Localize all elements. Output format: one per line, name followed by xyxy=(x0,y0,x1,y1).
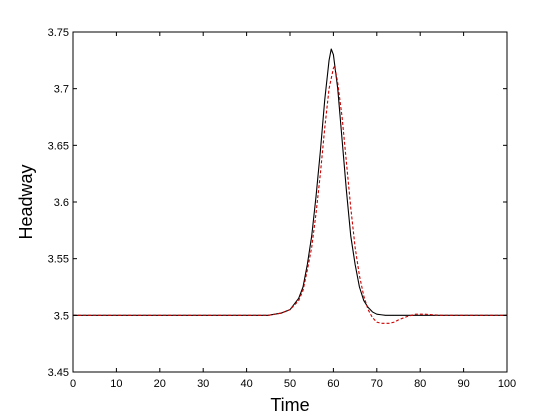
x-tick-label: 10 xyxy=(110,378,122,390)
x-tick-label: 100 xyxy=(498,378,516,390)
y-tick-label: 3.5 xyxy=(54,310,69,322)
y-tick-label: 3.65 xyxy=(48,140,69,152)
plot-area xyxy=(72,31,508,373)
x-tick-label: 60 xyxy=(327,378,339,390)
x-tick-label: 90 xyxy=(457,378,469,390)
ticks-layer: 0 10 20 30 40 50 60 70 80 90 100 3.45 3.5 3.55 3.6 3.65… xyxy=(48,27,517,390)
y-tick-label: 3.75 xyxy=(48,27,69,39)
x-tick-label: 30 xyxy=(197,378,209,390)
y-tick-label: 3.6 xyxy=(54,197,69,209)
series-layer xyxy=(73,48,507,324)
y-tick-label: 3.7 xyxy=(54,84,69,96)
x-axis-label: Time xyxy=(270,395,309,415)
x-tick-label: 50 xyxy=(284,378,296,390)
x-tick-label: 0 xyxy=(70,378,76,390)
x-tick-label: 80 xyxy=(414,378,426,390)
y-axis-label: Headway xyxy=(16,164,36,239)
x-tick-label: 70 xyxy=(371,378,383,390)
x-tick-label: 40 xyxy=(240,378,252,390)
y-tick-label: 3.55 xyxy=(48,254,69,266)
x-tick-label: 20 xyxy=(154,378,166,390)
series-line-2 xyxy=(73,65,507,324)
y-tick-label: 3.45 xyxy=(48,367,69,379)
series-line-1 xyxy=(73,48,507,316)
